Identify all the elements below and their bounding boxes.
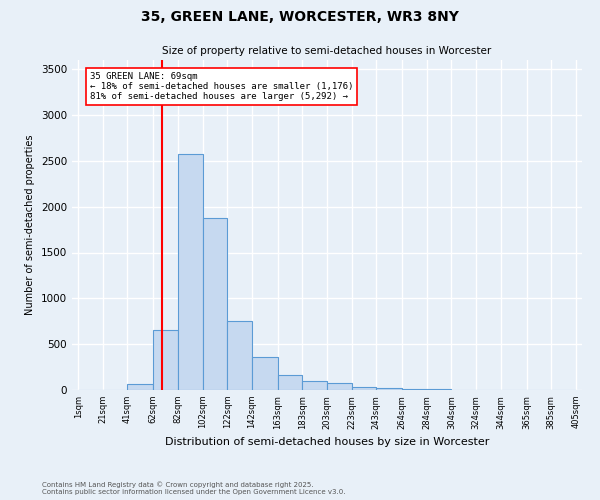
Bar xyxy=(203,218,227,390)
Bar xyxy=(127,384,154,390)
Text: Contains HM Land Registry data © Crown copyright and database right 2025.
Contai: Contains HM Land Registry data © Crown c… xyxy=(42,482,346,495)
Bar xyxy=(154,330,178,390)
X-axis label: Distribution of semi-detached houses by size in Worcester: Distribution of semi-detached houses by … xyxy=(165,437,489,447)
Title: Size of property relative to semi-detached houses in Worcester: Size of property relative to semi-detach… xyxy=(163,46,491,56)
Y-axis label: Number of semi-detached properties: Number of semi-detached properties xyxy=(25,134,35,316)
Bar xyxy=(252,357,278,390)
Bar xyxy=(327,382,352,390)
Bar xyxy=(402,389,427,390)
Bar xyxy=(227,322,252,390)
Text: 35 GREEN LANE: 69sqm
← 18% of semi-detached houses are smaller (1,176)
81% of se: 35 GREEN LANE: 69sqm ← 18% of semi-detac… xyxy=(90,72,353,102)
Bar xyxy=(278,376,302,390)
Bar xyxy=(302,381,327,390)
Bar xyxy=(376,388,402,390)
Bar xyxy=(178,154,203,390)
Bar xyxy=(427,388,451,390)
Bar xyxy=(352,387,376,390)
Text: 35, GREEN LANE, WORCESTER, WR3 8NY: 35, GREEN LANE, WORCESTER, WR3 8NY xyxy=(141,10,459,24)
